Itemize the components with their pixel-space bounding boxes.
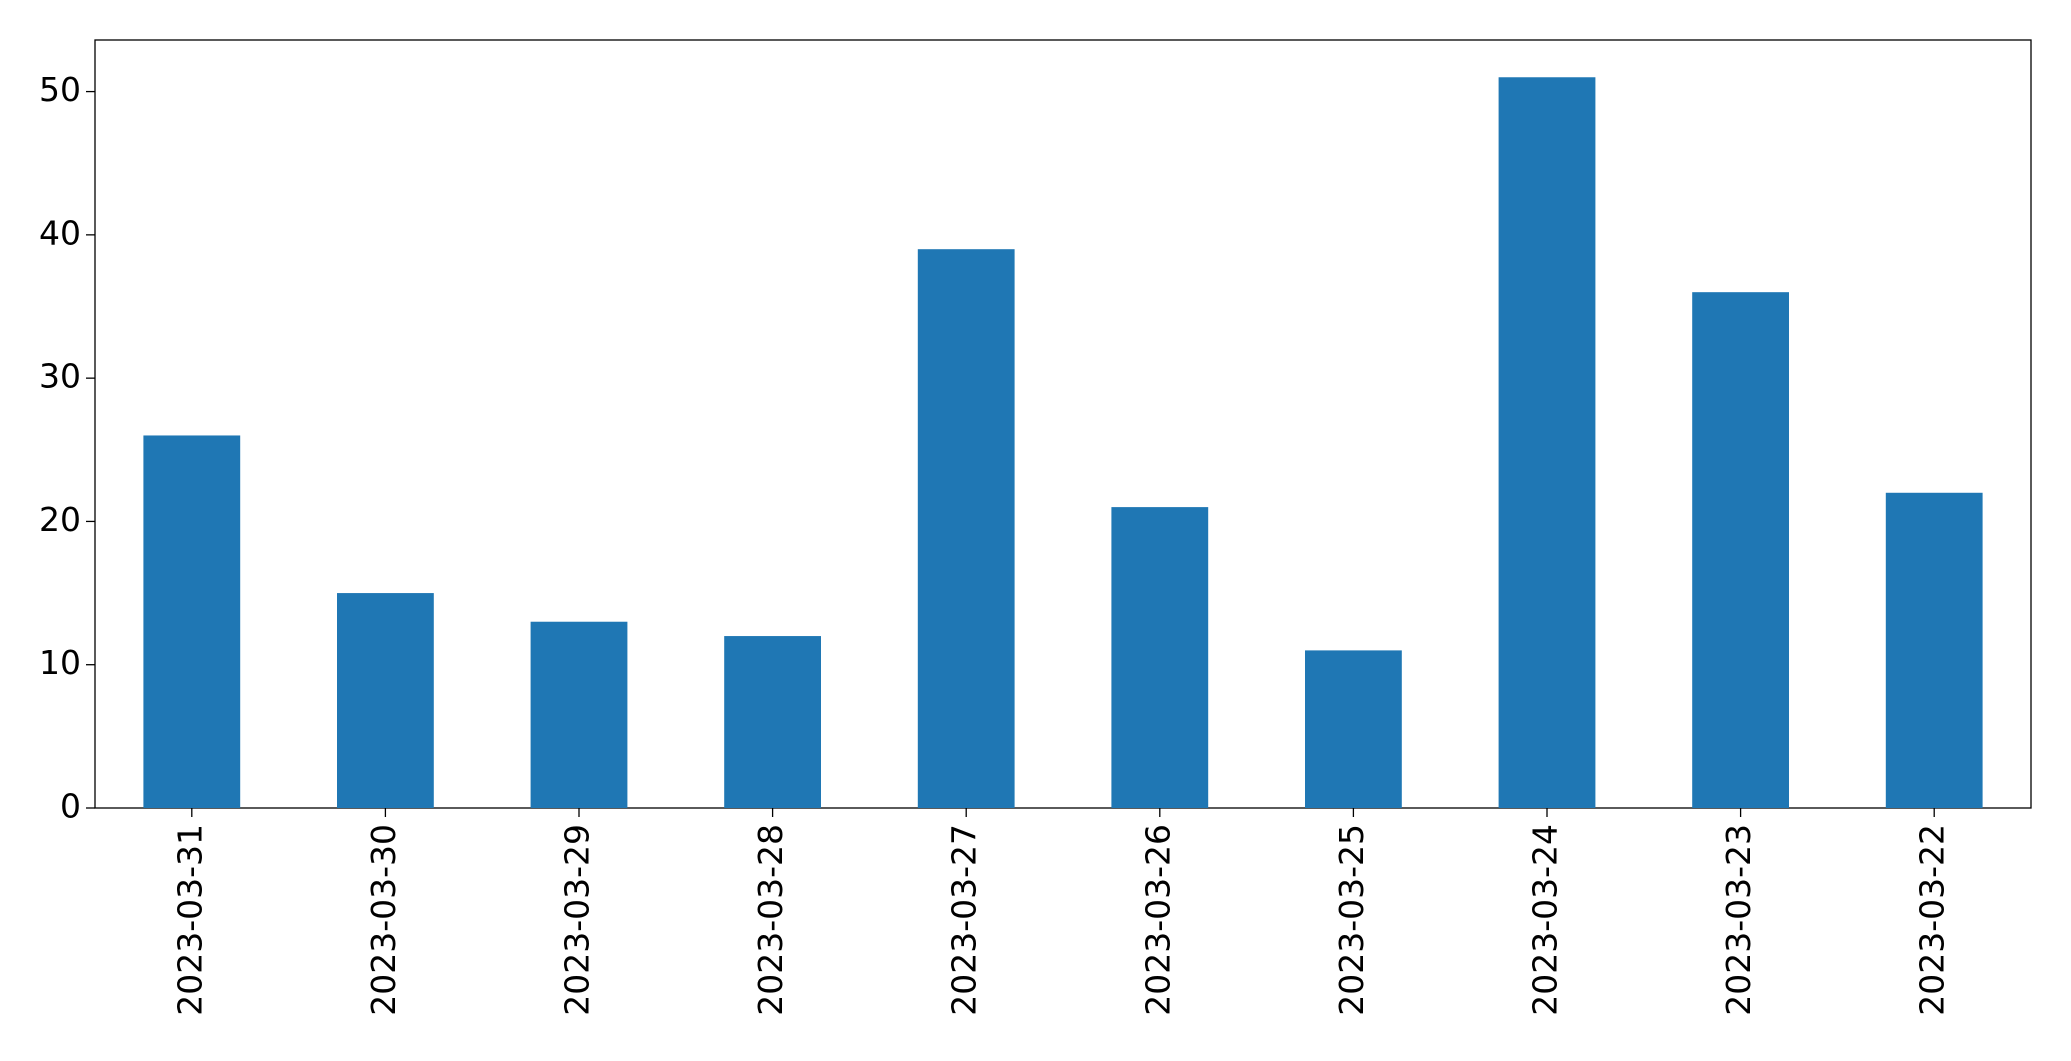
bar [530, 621, 628, 808]
x-tick-label: 2023-03-23 [1719, 824, 1758, 1016]
bar [1498, 77, 1596, 809]
y-tick-label: 50 [39, 70, 81, 109]
bar [1885, 492, 1983, 808]
bar [724, 636, 821, 808]
y-tick-label: 30 [39, 357, 81, 396]
x-tick-label: 2023-03-28 [751, 824, 790, 1016]
plot-frame [94, 39, 2032, 809]
bar [337, 593, 434, 808]
x-tick-label: 2023-03-30 [364, 824, 403, 1016]
x-tick-label: 2023-03-26 [1138, 824, 1177, 1016]
bar [1305, 650, 1402, 808]
x-tick-label: 2023-03-31 [170, 824, 209, 1016]
x-tick-label: 2023-03-29 [558, 824, 597, 1016]
bar [143, 435, 241, 808]
bar [917, 249, 1015, 808]
y-tick-label: 40 [39, 213, 81, 252]
bar [1692, 292, 1789, 809]
y-tick-label: 0 [60, 787, 81, 826]
y-tick-label: 20 [39, 500, 81, 539]
x-tick-label: 2023-03-27 [945, 824, 984, 1016]
x-tick-label: 2023-03-24 [1526, 824, 1565, 1016]
bar [1111, 507, 1209, 808]
x-tick-label: 2023-03-25 [1332, 824, 1371, 1016]
x-tick-label: 2023-03-22 [1913, 824, 1952, 1016]
y-tick-label: 10 [39, 643, 81, 682]
